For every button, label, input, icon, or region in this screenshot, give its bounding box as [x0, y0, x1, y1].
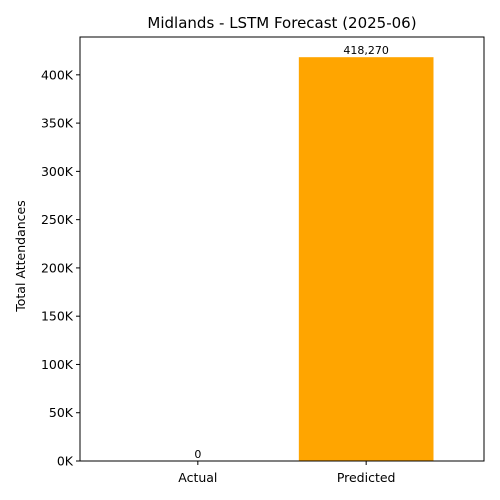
data-label-predicted: 418,270 — [343, 44, 389, 57]
data-label-actual: 0 — [194, 448, 201, 461]
y-tick-label: 100K — [41, 357, 74, 372]
y-axis-label: Total Attendances — [13, 200, 28, 313]
y-tick-label: 300K — [41, 164, 74, 179]
y-tick-label: 400K — [41, 67, 74, 82]
bar-predicted — [298, 57, 434, 461]
y-tick-label: 150K — [41, 309, 74, 324]
plot-area: 0 Actual 418,270 Predicted 0K 50K 100K 150K 200K… — [41, 36, 485, 485]
y-tick-label: 250K — [41, 212, 74, 227]
x-tick-label-predicted: Predicted — [337, 470, 396, 485]
plot-frame — [79, 36, 485, 462]
chart-title: Midlands - LSTM Forecast (2025-06) — [147, 14, 416, 32]
y-tick-label: 50K — [49, 405, 74, 420]
x-tick-label-actual: Actual — [178, 470, 217, 485]
y-tick-label: 350K — [41, 116, 74, 131]
y-tick-label: 200K — [41, 260, 74, 275]
y-tick-label: 0K — [57, 454, 74, 469]
